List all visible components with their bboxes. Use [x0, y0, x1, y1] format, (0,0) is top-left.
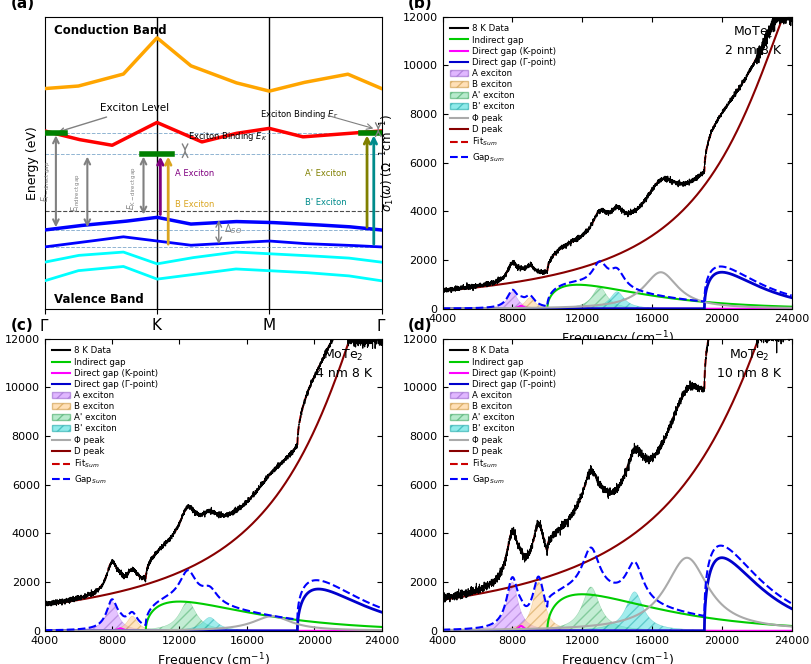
- X-axis label: Frequency (cm$^{-1}$): Frequency (cm$^{-1}$): [560, 651, 672, 664]
- X-axis label: Frequency (cm$^{-1}$): Frequency (cm$^{-1}$): [560, 329, 672, 349]
- X-axis label: Frequency (cm$^{-1}$): Frequency (cm$^{-1}$): [157, 651, 269, 664]
- Legend: 8 K Data, Indirect gap, Direct gap (K-point), Direct gap (Γ-point), A exciton, B: 8 K Data, Indirect gap, Direct gap (K-po…: [446, 21, 559, 167]
- Text: MoTe$_2$
10 nm 8 K: MoTe$_2$ 10 nm 8 K: [716, 347, 780, 380]
- Text: (d): (d): [407, 318, 431, 333]
- Text: $E_{\rm{Indirect\ gap}}$: $E_{\rm{Indirect\ gap}}$: [70, 173, 83, 212]
- Text: Exciton Binding $E_\Gamma$: Exciton Binding $E_\Gamma$: [260, 108, 338, 121]
- Text: MoTe$_2$
4 nm 8 K: MoTe$_2$ 4 nm 8 K: [315, 347, 371, 380]
- Text: MoTe$_2$
2 nm 8 K: MoTe$_2$ 2 nm 8 K: [724, 25, 780, 58]
- Text: A' Exciton: A' Exciton: [305, 169, 346, 178]
- Legend: 8 K Data, Indirect gap, Direct gap (K-point), Direct gap (Γ-point), A exciton, B: 8 K Data, Indirect gap, Direct gap (K-po…: [446, 343, 559, 489]
- Text: B Exciton: B Exciton: [174, 200, 214, 209]
- Text: Valence Band: Valence Band: [54, 293, 144, 306]
- Legend: 8 K Data, Indirect gap, Direct gap (K-point), Direct gap (Γ-point), A exciton, B: 8 K Data, Indirect gap, Direct gap (K-po…: [49, 343, 161, 489]
- Text: Exciton Level: Exciton Level: [60, 104, 169, 132]
- Text: Conduction Band: Conduction Band: [54, 23, 166, 37]
- Text: $E_{\Gamma\rm{-direct\ gap}}$: $E_{\Gamma\rm{-direct\ gap}}$: [41, 161, 54, 203]
- Text: (c): (c): [11, 318, 34, 333]
- Y-axis label: Energy (eV): Energy (eV): [26, 125, 39, 200]
- Text: (b): (b): [407, 0, 431, 11]
- Text: (a): (a): [11, 0, 35, 11]
- Text: Exciton Binding $E_K$: Exciton Binding $E_K$: [188, 130, 268, 143]
- Text: A Exciton: A Exciton: [174, 169, 214, 178]
- Y-axis label: $\sigma_1(\omega)$ ($\Omega^{-1}$cm$^{-1}$): $\sigma_1(\omega)$ ($\Omega^{-1}$cm$^{-1…: [378, 114, 397, 212]
- Text: $E_{\rm{K-direct\ gap}}$: $E_{\rm{K-direct\ gap}}$: [126, 166, 139, 210]
- Text: B' Exciton: B' Exciton: [305, 199, 346, 207]
- Text: $\Delta_{SO}$: $\Delta_{SO}$: [224, 222, 242, 236]
